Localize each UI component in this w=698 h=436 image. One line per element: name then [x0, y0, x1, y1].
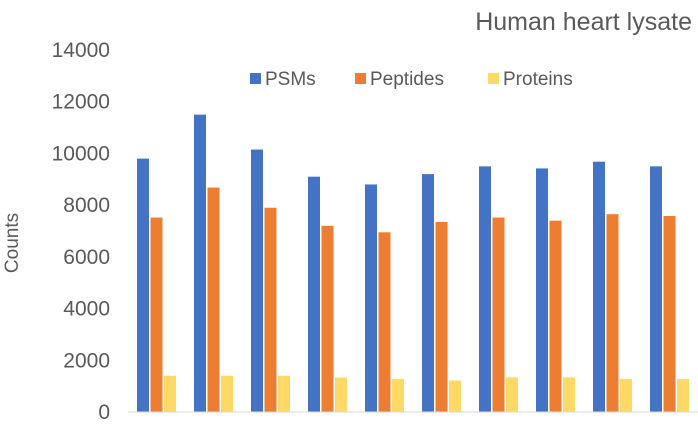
bars — [137, 114, 689, 413]
legend-label-psms: PSMs — [265, 69, 316, 90]
bar-psms-7 — [479, 166, 491, 412]
bar-psms-3 — [251, 149, 263, 413]
y-tick-label: 14000 — [52, 39, 110, 62]
y-axis-ticks: 0 2000 4000 6000 8000 10000 12000 14000 — [52, 39, 110, 424]
bar-proteins-10 — [677, 378, 689, 412]
bar-peptides-1 — [150, 217, 163, 412]
bar-proteins-3 — [278, 375, 290, 412]
bar-proteins-8 — [563, 377, 575, 412]
bar-proteins-4 — [335, 377, 347, 412]
y-tick-label: 2000 — [63, 349, 110, 372]
y-axis-label: Counts — [2, 213, 23, 273]
bar-peptides-10 — [663, 216, 676, 412]
chart-title: Human heart lysate — [475, 8, 692, 36]
bar-proteins-9 — [620, 378, 632, 412]
legend-label-proteins: Proteins — [503, 69, 573, 90]
y-tick-label: 4000 — [63, 298, 110, 321]
y-tick-label: 8000 — [63, 194, 110, 217]
y-tick-label: 0 — [98, 401, 110, 424]
bar-psms-2 — [194, 114, 206, 412]
bar-proteins-6 — [449, 380, 461, 412]
y-tick-label: 6000 — [63, 246, 110, 269]
bar-psms-1 — [137, 158, 149, 412]
legend-swatch-psms — [250, 73, 261, 84]
bar-proteins-2 — [221, 375, 233, 412]
bar-proteins-7 — [506, 377, 518, 412]
bar-proteins-1 — [164, 375, 176, 412]
bar-peptides-7 — [492, 217, 505, 412]
bar-peptides-2 — [207, 187, 220, 412]
bar-psms-8 — [536, 168, 548, 412]
bar-psms-4 — [308, 176, 320, 412]
bar-peptides-5 — [378, 232, 391, 412]
bar-peptides-3 — [264, 207, 277, 412]
bar-peptides-4 — [321, 225, 334, 412]
bar-psms-6 — [422, 174, 434, 412]
y-tick-label: 10000 — [52, 142, 110, 165]
bar-psms-10 — [650, 166, 662, 412]
bar-peptides-9 — [606, 214, 619, 412]
bar-psms-5 — [365, 184, 377, 412]
legend-label-peptides: Peptides — [370, 69, 444, 90]
bar-proteins-5 — [392, 378, 404, 412]
y-tick-label: 12000 — [52, 91, 110, 114]
bar-peptides-8 — [549, 220, 562, 412]
legend-swatch-peptides — [355, 73, 366, 84]
bar-psms-9 — [593, 161, 605, 412]
legend-swatch-proteins — [488, 73, 499, 84]
bar-peptides-6 — [435, 221, 448, 412]
legend: PSMs Peptides Proteins — [250, 69, 573, 90]
